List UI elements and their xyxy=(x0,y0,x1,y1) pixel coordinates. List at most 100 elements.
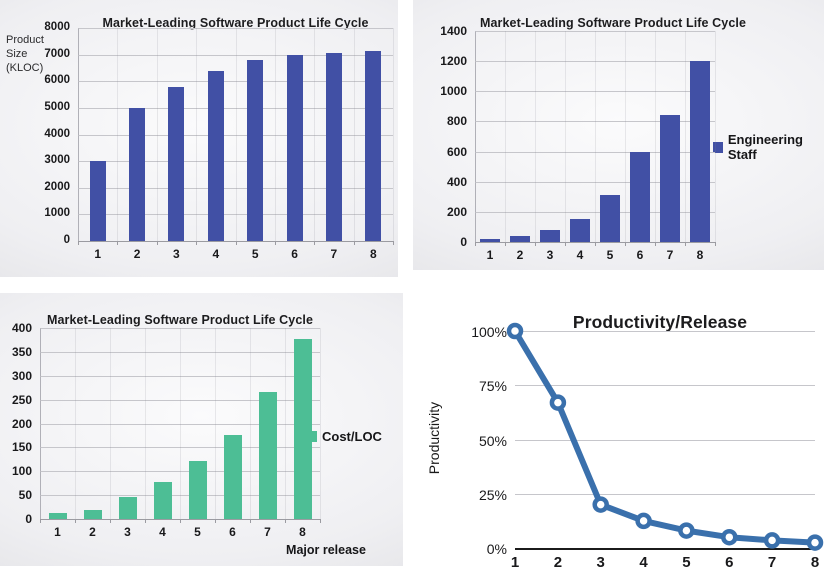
y-tick-label: 25% xyxy=(478,486,507,503)
gridline xyxy=(78,28,393,29)
y-tick-label: 5000 xyxy=(44,100,70,113)
x-tick-label: 8 xyxy=(810,554,820,571)
x-tick-mark xyxy=(235,241,237,245)
legend: Engineering Staff xyxy=(713,132,824,162)
vertical-gridline xyxy=(235,28,237,241)
x-tick-mark xyxy=(353,241,355,245)
vertical-gridline xyxy=(655,31,656,242)
y-tick-label: 1400 xyxy=(440,24,467,38)
x-tick-label: 5 xyxy=(251,247,259,261)
bar xyxy=(153,481,172,519)
y-tick-label: 8000 xyxy=(44,21,70,33)
chart-title: Productivity/Release xyxy=(572,311,748,332)
y-tick-label: 75% xyxy=(478,378,507,395)
x-tick-mark xyxy=(535,242,536,246)
y-tick-label: 150 xyxy=(11,440,32,455)
x-tick-label: 4 xyxy=(159,525,166,539)
vertical-gridline xyxy=(117,28,119,241)
vertical-gridline xyxy=(78,28,79,241)
x-tick-mark xyxy=(40,519,41,523)
x-tick-label: 2 xyxy=(516,248,524,262)
vertical-gridline xyxy=(475,31,476,242)
x-tick-mark xyxy=(156,241,158,245)
y-tick-label: 1200 xyxy=(440,54,467,69)
gridline xyxy=(515,439,815,441)
data-point-marker xyxy=(806,534,824,551)
y-tick-label: 100% xyxy=(471,324,507,340)
x-tick-mark xyxy=(75,519,76,523)
data-point-marker xyxy=(506,322,524,340)
data-point-marker xyxy=(678,522,695,539)
gridline xyxy=(40,495,320,497)
vertical-gridline xyxy=(393,28,394,241)
gridline xyxy=(78,214,393,216)
x-tick-label: 5 xyxy=(682,554,691,571)
x-tick-mark xyxy=(196,241,198,245)
gridline xyxy=(40,351,320,353)
x-tick-label: 3 xyxy=(124,525,131,539)
vertical-gridline xyxy=(110,328,111,519)
x-tick-mark xyxy=(274,241,276,245)
x-tick-label: 7 xyxy=(666,248,674,262)
bar xyxy=(570,218,590,242)
x-tick-label: 6 xyxy=(291,247,298,261)
vertical-gridline xyxy=(285,328,286,519)
chart-panel-engineering-staff: Market-Leading Software Product Life Cyc… xyxy=(413,0,824,270)
vertical-gridline xyxy=(320,328,321,519)
gridline xyxy=(78,187,393,189)
data-point-marker xyxy=(635,512,652,530)
y-tick-label: 50 xyxy=(18,488,32,503)
bar xyxy=(286,54,303,241)
gridline xyxy=(475,91,715,93)
chart-title: Market-Leading Software Product Life Cyc… xyxy=(479,15,747,30)
gridline xyxy=(515,548,815,550)
bar xyxy=(690,61,710,242)
bar xyxy=(480,239,500,242)
y-tick-label: 0 xyxy=(63,234,70,246)
y-tick-label: 0 xyxy=(460,235,467,249)
x-tick-mark xyxy=(565,242,566,246)
x-tick-label: 5 xyxy=(194,525,201,539)
x-tick-mark xyxy=(180,519,181,523)
y-tick-label: 800 xyxy=(446,114,467,129)
gridline xyxy=(40,471,320,473)
bar xyxy=(293,338,312,519)
vertical-gridline xyxy=(145,328,146,519)
x-tick-label: 7 xyxy=(767,554,777,571)
vertical-gridline xyxy=(156,28,158,241)
bar xyxy=(600,195,620,242)
line-path xyxy=(512,329,816,546)
x-tick-label: 2 xyxy=(89,525,96,539)
bar xyxy=(223,435,242,519)
y-tick-label: 4000 xyxy=(44,127,70,140)
x-tick-label: 1 xyxy=(94,247,102,261)
bar xyxy=(48,513,67,519)
x-tick-label: 7 xyxy=(330,247,338,261)
x-tick-mark xyxy=(314,241,316,245)
chart-panel-product-size: Market-Leading Software Product Life Cyc… xyxy=(0,0,398,277)
y-tick-label: 200 xyxy=(446,204,467,219)
y-tick-label: 1000 xyxy=(44,207,70,220)
vertical-gridline xyxy=(353,28,355,241)
x-tick-label: 6 xyxy=(725,554,734,571)
x-tick-mark xyxy=(475,242,476,246)
y-tick-label: 3000 xyxy=(44,154,70,167)
line-series xyxy=(506,322,824,551)
vertical-gridline xyxy=(314,28,316,241)
y-tick-label: 100 xyxy=(11,464,32,479)
chart-panel-cost-per-loc: Market-Leading Software Product Life Cyc… xyxy=(0,293,403,566)
y-axis-label: Productivity xyxy=(426,401,442,475)
vertical-gridline xyxy=(535,31,536,242)
x-tick-label: 8 xyxy=(369,247,377,261)
y-tick-label: 350 xyxy=(11,344,32,359)
vertical-gridline xyxy=(565,31,566,242)
gridline xyxy=(40,447,320,449)
chart-panel-productivity: Productivity/Release Productivity 100% 75… xyxy=(404,290,824,571)
bar xyxy=(83,509,102,519)
bar xyxy=(188,460,207,519)
legend-swatch xyxy=(306,431,317,442)
bar xyxy=(247,60,264,241)
vertical-gridline xyxy=(40,328,41,519)
x-tick-label: 8 xyxy=(299,525,306,539)
